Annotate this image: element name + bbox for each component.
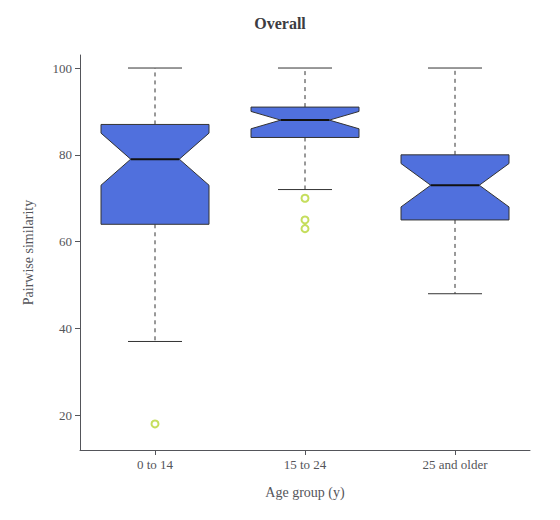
svg-text:15 to 24: 15 to 24 — [284, 457, 327, 472]
svg-text:Age group (y): Age group (y) — [265, 485, 345, 501]
svg-text:20: 20 — [59, 408, 72, 423]
svg-text:0 to 14: 0 to 14 — [137, 457, 174, 472]
svg-text:40: 40 — [59, 321, 72, 336]
svg-text:80: 80 — [59, 147, 72, 162]
svg-text:25 and older: 25 and older — [423, 457, 489, 472]
svg-text:100: 100 — [53, 61, 73, 76]
svg-text:Overall: Overall — [254, 15, 306, 32]
svg-text:60: 60 — [59, 234, 72, 249]
svg-text:Pairwise similarity: Pairwise similarity — [21, 200, 36, 305]
